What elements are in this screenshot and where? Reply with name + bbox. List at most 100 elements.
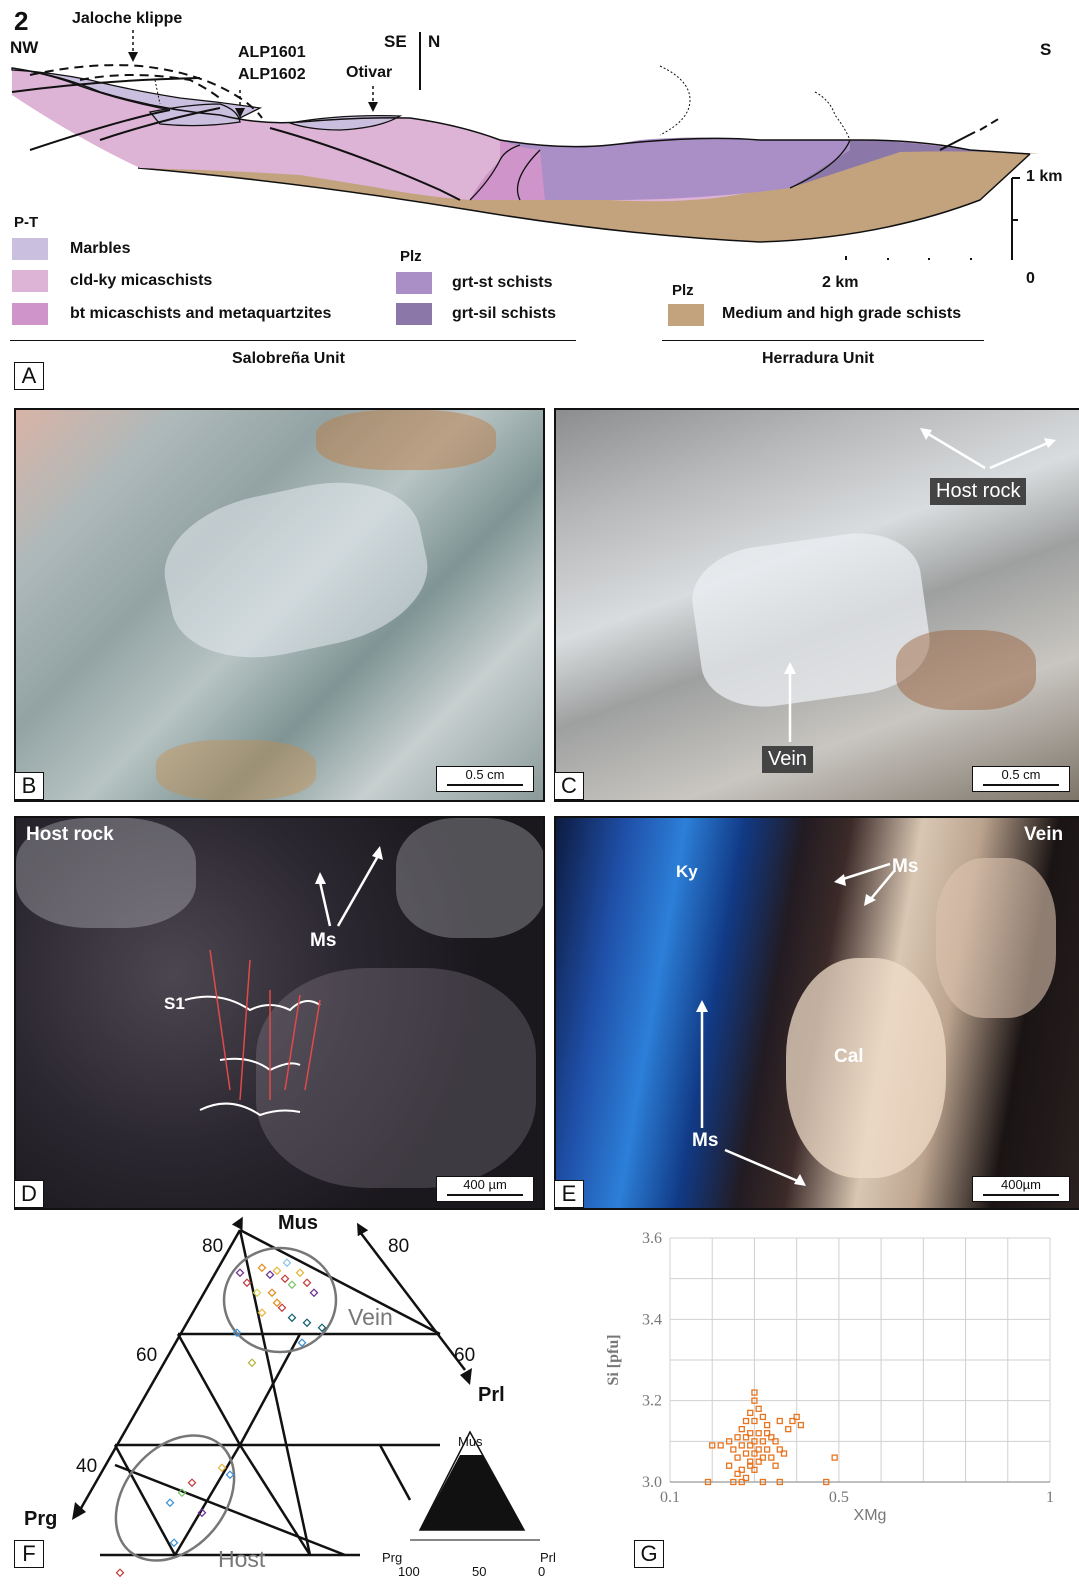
data-point	[725, 1438, 733, 1445]
host-scatter-points	[115, 1463, 235, 1578]
micrograph-d-title: Host rock	[26, 824, 114, 845]
scale-bar-label: 0.5 cm	[1001, 767, 1041, 782]
legend-label-grt-sil: grt-sil schists	[452, 305, 557, 322]
data-point	[823, 1478, 830, 1486]
data-point	[751, 1397, 758, 1404]
data-point	[704, 1478, 712, 1486]
data-point	[763, 1430, 771, 1437]
data-point	[755, 1446, 762, 1453]
vein-tag: Vein	[762, 746, 813, 773]
arrow-prg	[72, 1502, 86, 1520]
data-point	[742, 1434, 750, 1441]
photo-outcrop	[14, 408, 545, 802]
scale-bar-line	[447, 784, 523, 786]
scale-bar-b: 0.5 cm	[436, 766, 534, 792]
data-point	[738, 1425, 745, 1433]
data-point	[755, 1458, 762, 1465]
legend-swatch-marbles	[12, 238, 48, 260]
ternary-grid-line	[238, 1444, 312, 1556]
inset-tick-50: 50	[472, 1564, 487, 1579]
scale-bar-label: 400 µm	[463, 1177, 507, 1192]
data-point	[751, 1466, 758, 1473]
data-point	[738, 1442, 745, 1449]
inset-label-prg: Prg	[382, 1550, 403, 1565]
legend-group-pt: P-T	[14, 214, 39, 231]
data-point	[742, 1450, 750, 1457]
y-tick-label: 3.2	[642, 1393, 662, 1410]
klippe-label: Jaloche klippe	[72, 10, 183, 27]
data-point	[738, 1478, 745, 1486]
arrow-mus-right	[357, 1222, 369, 1237]
panel-letter-d: D	[14, 1180, 44, 1208]
data-point	[730, 1478, 737, 1486]
dir-nw: NW	[10, 38, 39, 57]
vein-cluster-outline	[222, 1246, 338, 1354]
data-point	[759, 1454, 767, 1461]
data-point	[730, 1446, 737, 1453]
photo-rust-stain	[316, 410, 496, 470]
legend-group-plz1: Plz	[400, 248, 422, 265]
micrograph-e-annotations	[696, 862, 896, 1186]
micrograph-bright-domain	[16, 818, 196, 928]
x-axis-label: XMg	[854, 1507, 887, 1524]
legend-swatch-grt-st	[396, 272, 432, 294]
micrograph-bright-domain	[396, 818, 543, 938]
data-point	[785, 1425, 792, 1433]
legend-swatch-basement	[668, 304, 704, 326]
data-point	[780, 1450, 788, 1457]
data-point	[759, 1478, 767, 1486]
dir-se: SE	[384, 32, 407, 51]
tick-40-left: 40	[76, 1456, 98, 1477]
apex-prg: Prg	[24, 1508, 58, 1530]
y-tick-label: 3.6	[642, 1230, 662, 1247]
scale-bar-label: 0.5 cm	[465, 767, 505, 782]
micrograph-vein	[554, 816, 1079, 1210]
data-point	[751, 1438, 758, 1445]
sample-1-label: ALP1601	[238, 44, 306, 61]
unit-divider-right	[662, 340, 984, 341]
x-tick-label: 0.5	[829, 1489, 849, 1506]
legend-swatch-bt	[12, 303, 48, 325]
data-point	[751, 1389, 758, 1396]
inset-field	[420, 1455, 524, 1530]
micrograph-host-rock	[14, 816, 545, 1210]
legend-label-marbles: Marbles	[70, 240, 131, 257]
ms-label-d: Ms	[310, 930, 337, 951]
s1-label: S1	[164, 994, 185, 1013]
data-point	[747, 1442, 754, 1449]
legend-swatch-cld-ky	[12, 270, 48, 292]
scale-bar-d: 400 µm	[436, 1176, 534, 1202]
scale-bar-line	[447, 1194, 523, 1196]
scale-bar-line	[983, 1194, 1059, 1196]
ternary-grid-line	[173, 1444, 242, 1556]
ternary-left-axis	[78, 1229, 242, 1511]
data-point	[768, 1454, 775, 1461]
data-point	[768, 1434, 775, 1441]
inset-label-prl: Prl	[540, 1550, 556, 1565]
data-point	[725, 1462, 733, 1469]
y-tick-label: 3.0	[642, 1474, 662, 1491]
tick-60-left: 60	[136, 1345, 158, 1366]
data-point	[772, 1438, 779, 1445]
data-point	[776, 1446, 783, 1453]
data-point	[734, 1434, 741, 1441]
cal-label: Cal	[834, 1046, 864, 1067]
dir-n: N	[428, 32, 441, 51]
inset-label-mus: Mus	[458, 1434, 483, 1449]
data-point	[831, 1454, 838, 1461]
si-xmg-scatter-chart: 0.1 0.5 1 3.6 3.4 3.2 3.0 XMg Si [pfu]	[605, 1230, 1054, 1524]
legend-label-basement: Medium and high grade schists	[722, 305, 962, 322]
ternary-grid-line	[113, 1444, 177, 1556]
panel-letter-f: F	[14, 1540, 44, 1568]
photo-rust-stain	[896, 630, 1036, 710]
data-point	[751, 1450, 758, 1457]
data-point	[751, 1417, 758, 1425]
data-point	[734, 1470, 741, 1478]
data-point	[759, 1438, 767, 1445]
data-point	[747, 1430, 754, 1437]
x-tick-label: 1	[1046, 1489, 1054, 1506]
vein-scatter-points	[232, 1258, 327, 1368]
scale-bar-line	[983, 784, 1059, 786]
unit-label-left: Salobreña Unit	[232, 350, 345, 367]
scale-zero: 0	[1026, 270, 1035, 287]
